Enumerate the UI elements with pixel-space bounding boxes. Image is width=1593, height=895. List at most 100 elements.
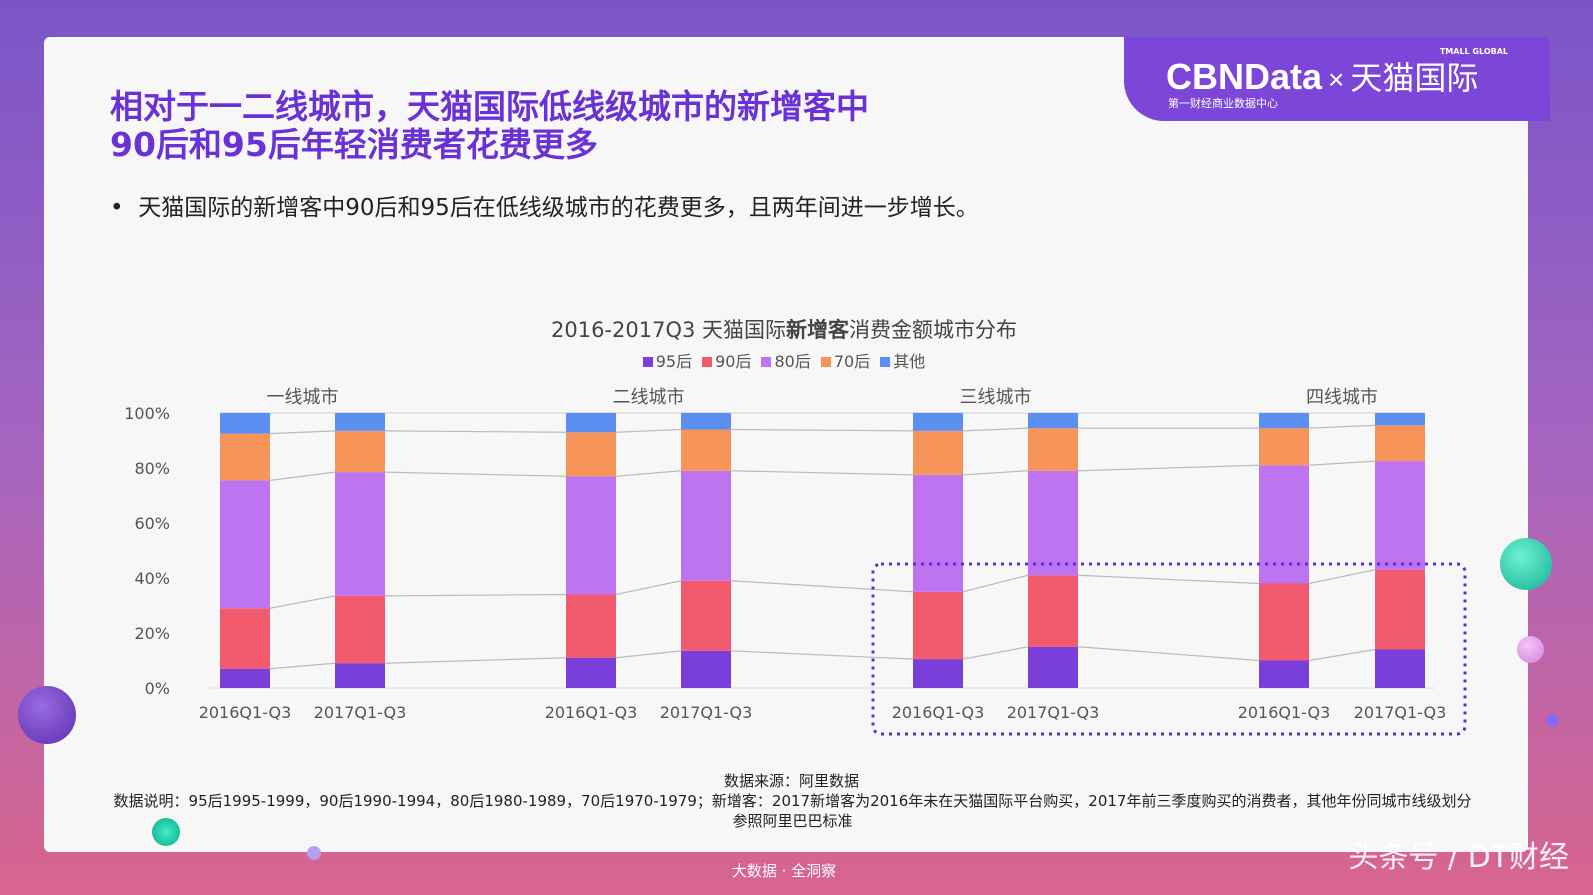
chart-title-pre: 2016-2017Q3 天猫国际 [550, 318, 787, 342]
decor-circle [1546, 714, 1559, 727]
connector-line [1077, 646, 1260, 662]
bar-其他 [335, 413, 385, 431]
y-tick-label: 40% [134, 569, 170, 588]
group-label: 三线城市 [960, 387, 1032, 408]
connector-line [615, 470, 682, 477]
connector-line [269, 471, 336, 481]
chart-legend: 95后 90后 80后 70后 其他 [0, 348, 1568, 372]
legend-item: 95后 [642, 352, 692, 371]
data-note: 数据说明：95后1995-1999，90后1990-1994，80后1980-1… [113, 792, 1472, 830]
legend-label: 80后 [774, 352, 811, 371]
decor-circle [1517, 636, 1544, 663]
x-tick-label: 2016Q1-Q3 [199, 703, 292, 722]
logo-partner: 天猫国际 [1350, 60, 1479, 96]
connector-line [1308, 569, 1376, 585]
decor-circle [307, 846, 321, 860]
connector-line [269, 662, 336, 670]
connector-line [384, 593, 567, 597]
decor-circle [18, 686, 76, 744]
logo: TMALL GLOBAL CBNData × 天猫国际 第一财经商业数据中心 [1124, 37, 1550, 121]
connector-line [384, 430, 567, 433]
bar-95后 [1375, 649, 1425, 688]
legend-swatch [642, 357, 653, 367]
bar-90后 [1259, 583, 1309, 661]
bar-90后 [220, 608, 270, 669]
bar-其他 [681, 413, 731, 430]
connector-line [730, 650, 914, 660]
connector-line [615, 580, 682, 596]
connector-line [1077, 574, 1260, 585]
bar-80后 [681, 470, 731, 581]
legend-item: 其他 [880, 352, 925, 371]
bar-95后 [566, 657, 616, 688]
watermark: 头条号 / DT财经 [1348, 840, 1569, 875]
bar-95后 [681, 650, 731, 688]
bar-95后 [1259, 660, 1309, 688]
legend-label: 90后 [715, 352, 752, 371]
bar-70后 [335, 430, 385, 473]
x-tick-label: 2017Q1-Q3 [660, 703, 753, 722]
connector-line [269, 430, 336, 435]
connector-line [730, 470, 914, 476]
chart-title-bold: 新增客 [786, 318, 850, 342]
y-tick-label: 60% [134, 514, 170, 533]
y-tick-label: 0% [145, 679, 170, 698]
bar-70后 [1028, 428, 1078, 471]
chart-title-post: 消费金额城市分布 [849, 318, 1018, 342]
legend-item: 70后 [820, 352, 871, 371]
bar-其他 [566, 413, 616, 433]
bar-70后 [220, 433, 270, 481]
bar-95后 [1028, 646, 1078, 688]
bar-70后 [1259, 428, 1309, 466]
connector-line [615, 428, 682, 433]
connector-line [962, 574, 1029, 593]
bar-其他 [1375, 413, 1425, 426]
chart-title: 2016-2017Q3 天猫国际新增客消费金额城市分布 [0, 314, 1568, 344]
x-tick-label: 2016Q1-Q3 [545, 703, 638, 722]
connector-line [615, 650, 682, 659]
bar-90后 [1028, 575, 1078, 647]
bar-80后 [335, 472, 385, 596]
bar-95后 [913, 659, 963, 688]
title-line-1: 相对于一二线城市，天猫国际低线级城市的新增客中 [110, 87, 869, 126]
highlight-box [871, 562, 1467, 736]
legend-item: 90后 [702, 352, 751, 371]
bar-80后 [1375, 461, 1425, 570]
bar-其他 [220, 413, 270, 434]
bar-80后 [913, 474, 963, 592]
x-tick-label: 2016Q1-Q3 [892, 703, 985, 722]
decor-circle [1500, 538, 1552, 590]
logo-brand: CBNData [1166, 56, 1323, 97]
bar-70后 [681, 429, 731, 471]
bar-90后 [335, 595, 385, 664]
bar-90后 [1375, 569, 1425, 650]
logo-x: × [1328, 64, 1345, 95]
x-tick-label: 2017Q1-Q3 [1354, 703, 1447, 722]
connector-line [730, 580, 914, 593]
bar-70后 [913, 430, 963, 475]
bar-其他 [1259, 413, 1309, 429]
x-tick-label: 2016Q1-Q3 [1238, 703, 1331, 722]
y-tick-label: 80% [134, 459, 170, 478]
connector-line [962, 646, 1029, 660]
connector-line [1077, 464, 1260, 472]
y-tick-label: 100% [124, 404, 170, 423]
bar-其他 [913, 413, 963, 431]
title-line-2: 90后和95后年轻消费者花费更多 [110, 125, 598, 164]
legend-label: 其他 [893, 352, 926, 371]
connector-line [962, 427, 1029, 432]
legend-label: 70后 [833, 352, 871, 371]
y-tick-label: 20% [134, 624, 170, 643]
group-label: 二线城市 [613, 387, 685, 408]
legend-swatch [820, 357, 831, 367]
bullet-text: • 天猫国际的新增客中90后和95后在低线级城市的花费更多，且两年间进一步增长。 [110, 195, 979, 221]
bar-80后 [1028, 470, 1078, 576]
bar-70后 [566, 432, 616, 477]
bar-80后 [566, 476, 616, 595]
bar-70后 [1375, 425, 1425, 462]
connector-line [269, 595, 336, 609]
data-source: 数据来源：阿里数据 [723, 772, 859, 790]
decor-circle [152, 818, 180, 846]
x-tick-label: 2017Q1-Q3 [314, 703, 407, 722]
